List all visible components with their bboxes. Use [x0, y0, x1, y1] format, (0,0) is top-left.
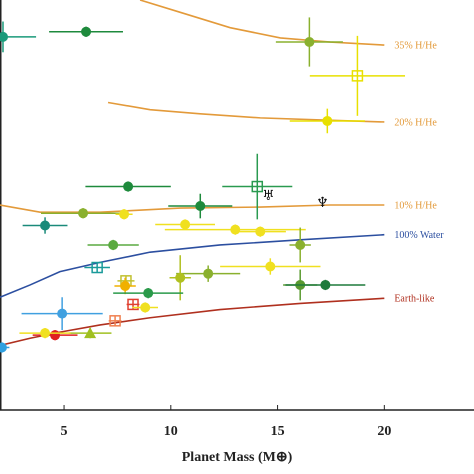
- data-point: [40, 220, 51, 231]
- data-point: [0, 342, 7, 353]
- data-point: [40, 328, 51, 339]
- data-point: [295, 239, 306, 250]
- data-point: [81, 26, 92, 37]
- data-point: [143, 288, 154, 299]
- data-point: [175, 272, 186, 283]
- curve-label: 100% Water: [394, 230, 444, 241]
- data-point: [265, 261, 276, 272]
- data-point: [304, 37, 315, 48]
- data-point: [108, 239, 119, 250]
- planet-symbol: ♅: [262, 188, 275, 204]
- data-point: [0, 31, 8, 42]
- data-point: [320, 279, 331, 290]
- data-point: [78, 208, 89, 219]
- model-curve: [0, 204, 385, 213]
- model-curve: [0, 233, 385, 298]
- data-point: [57, 308, 68, 319]
- x-tick-label: 15: [271, 424, 285, 439]
- x-tick-label: 20: [377, 424, 391, 439]
- planet-symbol: ♆: [316, 195, 329, 211]
- data-point: [84, 327, 97, 339]
- curve-label: 10% H/He: [394, 200, 437, 211]
- data-point: [140, 302, 151, 313]
- curve-label: 35% H/He: [394, 40, 437, 51]
- model-curve: [107, 101, 385, 123]
- data-point: [255, 226, 266, 237]
- data-point: [109, 315, 121, 327]
- x-axis-label: Planet Mass (M⊕): [182, 450, 293, 465]
- model-curve: [0, 297, 385, 347]
- data-point: [195, 201, 206, 212]
- data-point: [180, 219, 191, 230]
- data-point: [251, 180, 264, 193]
- data-point: [120, 280, 131, 291]
- data-point: [322, 115, 333, 126]
- x-tick-label: 5: [61, 424, 68, 439]
- data-point: [123, 181, 134, 192]
- data-point: [351, 70, 364, 82]
- data-point: [203, 268, 214, 279]
- data-point: [127, 298, 139, 311]
- data-point: [119, 209, 130, 220]
- data-point: [230, 224, 241, 235]
- x-tick-label: 10: [164, 424, 178, 439]
- curve-label: Earth-like: [394, 294, 435, 305]
- curve-label: 20% H/He: [394, 117, 437, 128]
- data-point: [91, 261, 103, 274]
- data-point: [50, 330, 61, 341]
- model-curve: [139, 0, 385, 46]
